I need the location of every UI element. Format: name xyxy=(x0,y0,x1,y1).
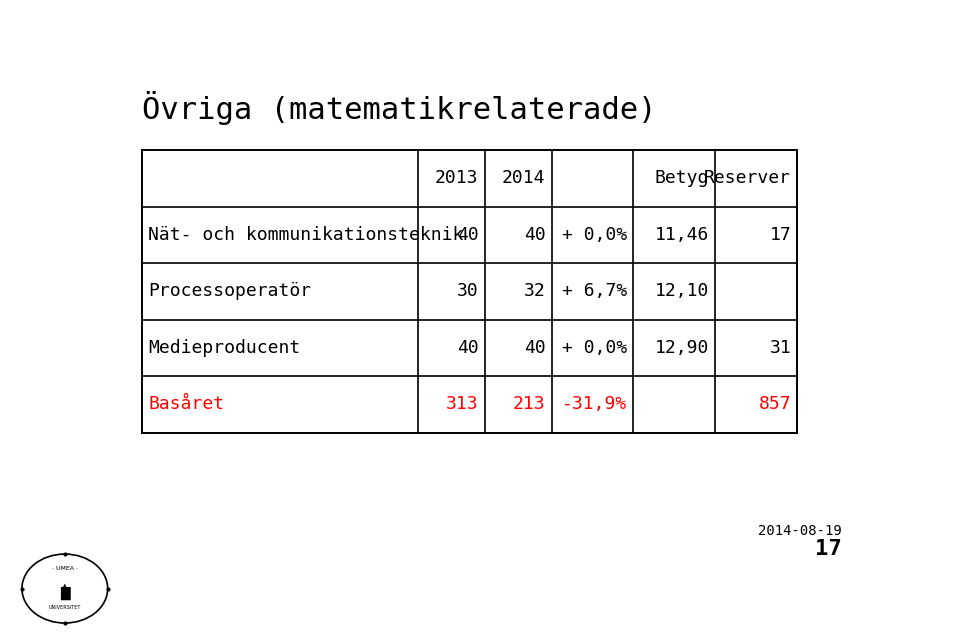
Text: + 0,0%: + 0,0% xyxy=(563,226,628,244)
Text: 40: 40 xyxy=(457,339,479,357)
Text: 2013: 2013 xyxy=(435,170,479,188)
Text: 2014-08-19: 2014-08-19 xyxy=(758,524,842,538)
Text: 32: 32 xyxy=(524,283,545,300)
Text: ▲: ▲ xyxy=(61,582,68,592)
Text: 40: 40 xyxy=(524,339,545,357)
Text: 12,90: 12,90 xyxy=(655,339,709,357)
Text: 17: 17 xyxy=(769,226,791,244)
Text: █: █ xyxy=(60,587,70,600)
Text: 30: 30 xyxy=(457,283,479,300)
Text: UNIVERSITET: UNIVERSITET xyxy=(49,605,81,610)
Text: Reserver: Reserver xyxy=(704,170,791,188)
Text: Processoperatör: Processoperatör xyxy=(148,283,311,300)
Text: 31: 31 xyxy=(769,339,791,357)
Text: Övriga (matematikrelaterade): Övriga (matematikrelaterade) xyxy=(142,91,657,125)
Text: + 0,0%: + 0,0% xyxy=(563,339,628,357)
Text: Medieproducent: Medieproducent xyxy=(148,339,300,357)
Text: Nät- och kommunikationsteknik: Nät- och kommunikationsteknik xyxy=(148,226,464,244)
Text: -31,9%: -31,9% xyxy=(563,396,628,413)
Text: 857: 857 xyxy=(758,396,791,413)
Text: 11,46: 11,46 xyxy=(655,226,709,244)
Text: 40: 40 xyxy=(457,226,479,244)
Text: Basåret: Basåret xyxy=(148,396,225,413)
Text: 2014: 2014 xyxy=(502,170,545,188)
Text: 213: 213 xyxy=(513,396,545,413)
Text: 12,10: 12,10 xyxy=(655,283,709,300)
Text: 17: 17 xyxy=(815,539,842,559)
Text: 40: 40 xyxy=(524,226,545,244)
Text: 313: 313 xyxy=(446,396,479,413)
Text: · UMEA ·: · UMEA · xyxy=(52,565,78,570)
Text: + 6,7%: + 6,7% xyxy=(563,283,628,300)
Text: Betyg: Betyg xyxy=(655,170,709,188)
